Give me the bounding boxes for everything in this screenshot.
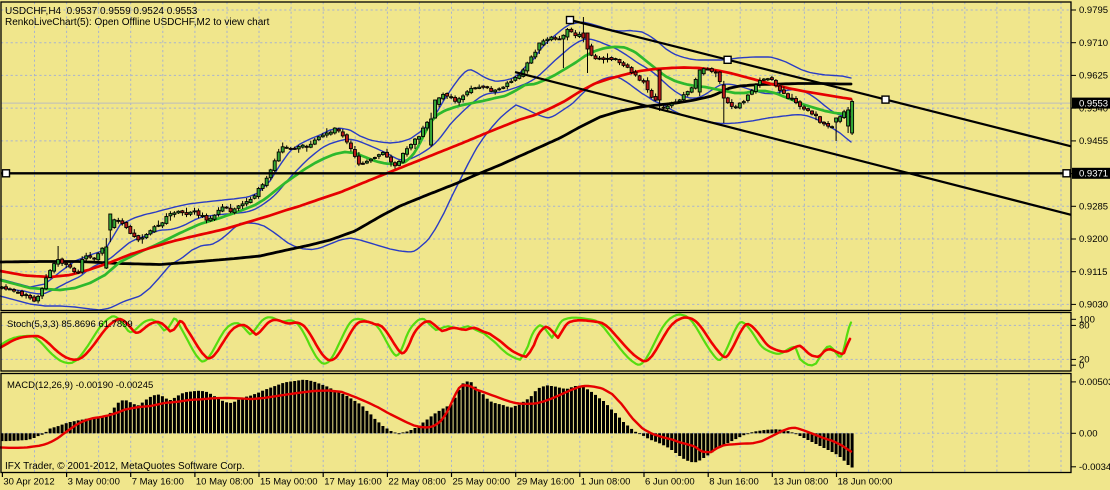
svg-text:RenkoLiveChart(5): Open Offlin: RenkoLiveChart(5): Open Offline USDCHF,M… [5, 17, 270, 28]
svg-text:0.9285: 0.9285 [1079, 202, 1108, 213]
svg-text:100: 100 [1079, 315, 1095, 326]
svg-text:13 Jun 08:00: 13 Jun 08:00 [773, 477, 828, 488]
svg-text:1 Jun 08:00: 1 Jun 08:00 [581, 477, 631, 488]
svg-text:18 Jun 00:00: 18 Jun 00:00 [838, 477, 893, 488]
svg-text:0.9115: 0.9115 [1079, 267, 1107, 278]
svg-text:0: 0 [1079, 360, 1084, 371]
svg-text:20: 20 [1079, 355, 1090, 366]
svg-text:0.9710: 0.9710 [1079, 38, 1108, 49]
svg-text:8 Jun 16:00: 8 Jun 16:00 [709, 477, 759, 488]
svg-text:0.9795: 0.9795 [1079, 5, 1108, 16]
svg-text:0.9371: 0.9371 [1079, 169, 1108, 180]
svg-text:29 May 16:00: 29 May 16:00 [517, 477, 575, 488]
svg-text:Stoch(5,3,3) 85.8696 61.7899: Stoch(5,3,3) 85.8696 61.7899 [7, 319, 133, 330]
svg-text:0.00503: 0.00503 [1079, 377, 1110, 388]
svg-text:0.9625: 0.9625 [1079, 71, 1108, 82]
svg-text:10 May 08:00: 10 May 08:00 [196, 477, 254, 488]
svg-text:0.9200: 0.9200 [1079, 234, 1108, 245]
svg-text:80: 80 [1079, 321, 1090, 332]
svg-text:0.9553: 0.9553 [1079, 99, 1108, 110]
svg-text:3 May 00:00: 3 May 00:00 [68, 477, 120, 488]
svg-text:6 Jun 00:00: 6 Jun 00:00 [645, 477, 695, 488]
svg-text:30 Apr 2012: 30 Apr 2012 [3, 477, 54, 488]
svg-text:15 May 00:00: 15 May 00:00 [260, 477, 318, 488]
svg-text:MACD(12,26,9) -0.00190 -0.0024: MACD(12,26,9) -0.00190 -0.00245 [7, 380, 153, 391]
svg-text:0.9455: 0.9455 [1079, 136, 1108, 147]
svg-text:7 May 16:00: 7 May 16:00 [132, 477, 184, 488]
svg-text:0.00: 0.00 [1079, 429, 1098, 440]
svg-text:IFX Trader, © 2001-2012, MetaQ: IFX Trader, © 2001-2012, MetaQuotes Soft… [5, 461, 245, 472]
svg-text:17 May 16:00: 17 May 16:00 [324, 477, 382, 488]
svg-text:USDCHF,H4 0.9537 0.9559 0.952: USDCHF,H4 0.9537 0.9559 0.9524 0.9553 [5, 6, 198, 17]
svg-text:0.9540: 0.9540 [1079, 103, 1108, 114]
svg-text:0.9030: 0.9030 [1079, 300, 1108, 311]
svg-text:22 May 08:00: 22 May 08:00 [388, 477, 446, 488]
svg-text:25 May 00:00: 25 May 00:00 [453, 477, 511, 488]
